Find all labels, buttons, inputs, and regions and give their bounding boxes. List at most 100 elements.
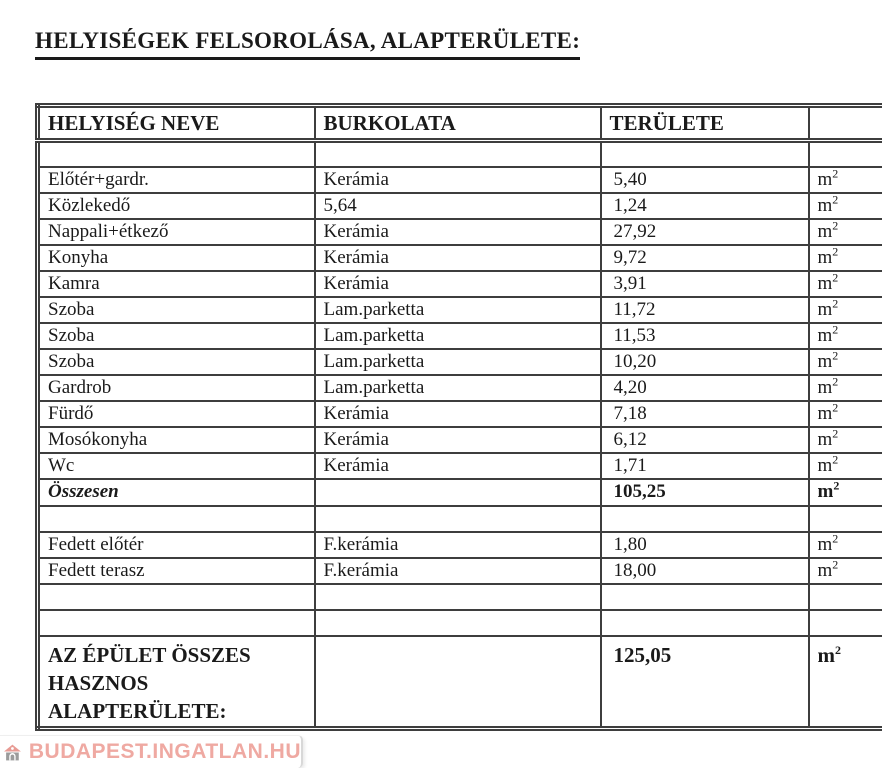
area-cell: 3,91	[599, 269, 810, 298]
room-name-cell: Mosókonyha	[36, 425, 316, 454]
flooring-cell: F.kerámia	[313, 530, 602, 559]
area-cell	[599, 139, 810, 168]
table-row: Fedett előtér F.kerámia 1,80 m2	[36, 530, 882, 559]
table-row: Nappali+étkező Kerámia 27,92 m2	[36, 217, 882, 246]
unit-cell: m2	[807, 399, 882, 428]
room-name-cell	[36, 608, 316, 637]
area-cell: 18,00	[599, 556, 810, 585]
unit-cell: m2	[807, 477, 882, 507]
flooring-cell	[313, 477, 602, 507]
area-cell: 10,20	[599, 347, 810, 376]
column-header-unit	[807, 104, 882, 143]
unit-cell: m2	[807, 321, 882, 350]
page-title: HELYISÉGEK FELSOROLÁSA, ALAPTERÜLETE:	[35, 28, 581, 60]
table-row: Szoba Lam.parketta 10,20 m2	[36, 347, 882, 376]
room-name-cell: Előtér+gardr.	[36, 165, 316, 194]
table-row	[36, 608, 882, 637]
flooring-cell: Lam.parketta	[313, 321, 602, 350]
footer-logo-text: BUDAPEST.INGATLAN.HU	[28, 740, 301, 763]
table-row	[36, 139, 882, 168]
table-row: Fedett terasz F.kerámia 18,00 m2	[36, 556, 882, 585]
area-cell: 125,05	[599, 634, 810, 729]
area-cell: 1,71	[599, 451, 810, 480]
table-row: Szoba Lam.parketta 11,53 m2	[36, 321, 882, 350]
flooring-cell: Kerámia	[313, 451, 602, 480]
table-row: Közlekedő 5,64 1,24 m2	[36, 191, 882, 220]
area-cell: 1,80	[599, 530, 810, 559]
area-cell: 11,53	[599, 321, 810, 350]
unit-cell	[807, 504, 882, 533]
unit-cell	[807, 608, 882, 637]
room-name-cell	[36, 582, 316, 611]
room-name-cell: Gardrob	[36, 373, 316, 402]
table-header-row: HELYISÉG NEVE BURKOLATA TERÜLETE	[36, 104, 882, 143]
unit-cell: m2	[807, 373, 882, 402]
room-name-cell: Wc	[36, 451, 316, 480]
room-name-cell	[36, 504, 316, 533]
area-cell: 5,40	[599, 165, 810, 194]
table-row: Előtér+gardr. Kerámia 5,40 m2	[36, 165, 882, 194]
room-name-cell: Szoba	[36, 321, 316, 350]
flooring-cell: Lam.parketta	[313, 295, 602, 324]
flooring-cell: Lam.parketta	[313, 373, 602, 402]
table-body: Előtér+gardr. Kerámia 5,40 m2 Közlekedő 5,64 1…	[36, 139, 882, 729]
table-row	[36, 582, 882, 611]
room-name-cell: Fedett terasz	[36, 556, 316, 585]
area-cell	[599, 504, 810, 533]
area-cell	[599, 608, 810, 637]
unit-cell: m2	[807, 530, 882, 559]
flooring-cell: Kerámia	[313, 243, 602, 272]
unit-cell	[807, 582, 882, 611]
flooring-cell: Kerámia	[313, 269, 602, 298]
area-cell: 9,72	[599, 243, 810, 272]
flooring-cell: 5,64	[313, 191, 602, 220]
flooring-cell	[313, 504, 602, 533]
room-name-cell: Szoba	[36, 295, 316, 324]
room-name-cell: Összesen	[36, 477, 316, 507]
table-row: AZ ÉPÜLET ÖSSZES HASZNOS ALAPTERÜLETE: 125,…	[36, 634, 882, 729]
room-name-cell: Szoba	[36, 347, 316, 376]
unit-cell: m2	[807, 217, 882, 246]
area-cell: 7,18	[599, 399, 810, 428]
room-name-cell: Kamra	[36, 269, 316, 298]
area-cell: 105,25	[599, 477, 810, 507]
flooring-cell	[313, 634, 602, 729]
room-name-cell: Közlekedő	[36, 191, 316, 220]
house-icon	[4, 744, 21, 760]
unit-cell: m2	[807, 634, 882, 729]
area-cell: 11,72	[599, 295, 810, 324]
table-row: Szoba Lam.parketta 11,72 m2	[36, 295, 882, 324]
unit-cell: m2	[807, 556, 882, 585]
unit-cell: m2	[807, 295, 882, 324]
area-cell	[599, 582, 810, 611]
unit-cell: m2	[807, 165, 882, 194]
unit-cell: m2	[807, 269, 882, 298]
room-name-cell	[36, 139, 316, 168]
area-cell: 4,20	[599, 373, 810, 402]
flooring-cell	[313, 582, 602, 611]
table-row: Gardrob Lam.parketta 4,20 m2	[36, 373, 882, 402]
flooring-cell: Kerámia	[313, 425, 602, 454]
unit-cell: m2	[807, 243, 882, 272]
area-cell: 6,12	[599, 425, 810, 454]
table-row: Mosókonyha Kerámia 6,12 m2	[36, 425, 882, 454]
room-name-cell: Fürdő	[36, 399, 316, 428]
unit-cell: m2	[807, 191, 882, 220]
room-name-cell: Nappali+étkező	[36, 217, 316, 246]
flooring-cell: Kerámia	[313, 399, 602, 428]
table-row: Kamra Kerámia 3,91 m2	[36, 269, 882, 298]
flooring-cell: Lam.parketta	[313, 347, 602, 376]
unit-cell: m2	[807, 347, 882, 376]
room-name-cell: Fedett előtér	[36, 530, 316, 559]
footer-logo: BUDAPEST.INGATLAN.HU	[0, 735, 303, 768]
table-row: Wc Kerámia 1,71 m2	[36, 451, 882, 480]
flooring-cell	[313, 139, 602, 168]
column-header-room-name: HELYISÉG NEVE	[36, 104, 316, 143]
area-cell: 27,92	[599, 217, 810, 246]
flooring-cell: Kerámia	[313, 165, 602, 194]
table-row: Konyha Kerámia 9,72 m2	[36, 243, 882, 272]
unit-cell: m2	[807, 451, 882, 480]
flooring-cell	[313, 608, 602, 637]
room-name-cell: Konyha	[36, 243, 316, 272]
